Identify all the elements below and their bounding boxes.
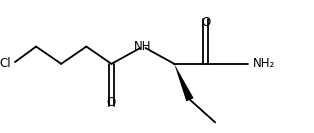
Polygon shape (174, 64, 194, 101)
Text: NH₂: NH₂ (253, 57, 275, 70)
Text: NH: NH (134, 40, 152, 53)
Text: O: O (201, 16, 210, 29)
Text: O: O (107, 96, 116, 109)
Text: Cl: Cl (0, 57, 11, 70)
